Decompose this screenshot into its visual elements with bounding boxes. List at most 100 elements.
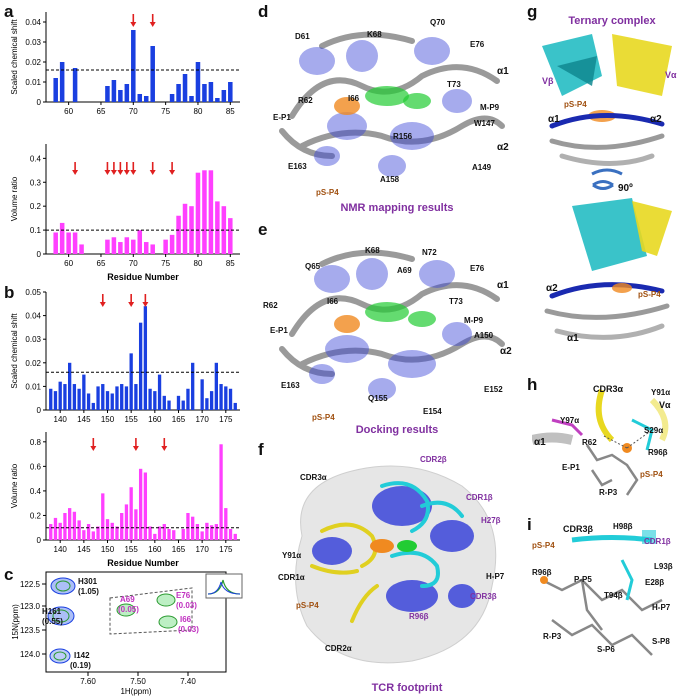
bar xyxy=(215,98,220,102)
g-label: α1 xyxy=(548,114,560,125)
panel-letter-a: a xyxy=(4,2,14,21)
d-label: I66 xyxy=(348,94,360,103)
panel-letter-h: h xyxy=(527,375,538,394)
bar xyxy=(215,201,220,254)
bar xyxy=(105,391,110,410)
peak-value-h161: (0.55) xyxy=(42,617,63,626)
c-xtick: 7.40 xyxy=(180,677,196,686)
x-tick-label: 65 xyxy=(97,259,106,268)
bar xyxy=(182,74,188,102)
bar xyxy=(131,239,136,254)
e-label: E154 xyxy=(423,407,442,416)
cdr3-beta-contacts xyxy=(540,530,663,656)
bar xyxy=(101,493,105,540)
e-label: α1 xyxy=(497,280,509,291)
bar xyxy=(176,84,181,102)
arrow-head xyxy=(149,170,156,175)
panel-letter-f: f xyxy=(258,440,264,459)
x-tick-label: 155 xyxy=(124,545,138,554)
x-tick-label: 145 xyxy=(77,545,91,554)
bar xyxy=(124,386,129,410)
y-tick-label: 0.05 xyxy=(25,288,41,297)
d-label: α2 xyxy=(497,142,509,153)
chart-b-bottom: 0 0.2 0.4 0.6 0.8 140 145 150 155 160 165 170 175 Vol… xyxy=(10,432,240,568)
bar xyxy=(176,395,181,410)
g-label: α2 xyxy=(546,283,558,294)
x-tick-label: 160 xyxy=(148,415,162,424)
h-label: R96β xyxy=(648,448,668,457)
e-label: Q155 xyxy=(368,394,388,403)
x-tick-label: 140 xyxy=(54,415,68,424)
panel-letter-b: b xyxy=(4,283,15,302)
x-tick-label: 85 xyxy=(226,259,235,268)
c-ytick: 124.0 xyxy=(20,650,41,659)
arrow-head xyxy=(104,170,111,175)
bar xyxy=(181,400,185,410)
bar xyxy=(77,520,81,540)
y-axis-label: Scaled chemical shift xyxy=(10,313,19,389)
d-label: A158 xyxy=(380,175,400,184)
bar xyxy=(53,517,58,540)
x-tick-label: 60 xyxy=(64,107,73,116)
bar xyxy=(143,242,149,254)
bar xyxy=(96,526,100,540)
f-label: CDR3α xyxy=(300,473,327,482)
d-label: K68 xyxy=(367,30,382,39)
bar xyxy=(111,80,117,102)
bar xyxy=(72,232,78,254)
docking-structure: Docking results xyxy=(279,249,505,436)
bar xyxy=(162,395,166,410)
bar xyxy=(138,322,143,410)
chart-b-top: 0 0.01 0.02 0.03 0.04 0.05 140 145 150 155 160 165 1… xyxy=(10,288,240,424)
i-label: S-P6 xyxy=(597,645,615,654)
g-label: 90º xyxy=(618,183,633,194)
bar xyxy=(49,524,53,540)
h-label: Y91α xyxy=(651,388,671,397)
bar xyxy=(228,528,233,540)
bar xyxy=(186,388,190,410)
bar xyxy=(72,68,78,102)
d-label: A149 xyxy=(472,163,492,172)
bar xyxy=(214,524,218,540)
bar xyxy=(138,468,143,540)
bar xyxy=(143,96,149,102)
x-tick-label: 155 xyxy=(124,415,138,424)
y-axis-label: Volume ratio xyxy=(10,176,19,221)
bar xyxy=(72,384,77,410)
bar xyxy=(157,374,162,410)
d-label: R62 xyxy=(298,96,313,105)
bar xyxy=(150,46,155,102)
f-label: CDR3β xyxy=(470,592,497,601)
bar xyxy=(118,242,123,254)
bar xyxy=(86,393,91,410)
y-tick-label: 0.2 xyxy=(30,511,42,520)
bar xyxy=(82,374,86,410)
panel-letter-i: i xyxy=(527,515,532,534)
f-label: CDR2α xyxy=(325,644,352,653)
bar xyxy=(53,391,58,410)
bar xyxy=(182,203,188,254)
bar xyxy=(224,386,228,410)
bar xyxy=(91,531,95,540)
d-label: E163 xyxy=(288,162,307,171)
e-label: E-P1 xyxy=(270,326,288,335)
g-label: Vα xyxy=(665,70,677,80)
bar xyxy=(219,384,223,410)
i-label: P-P5 xyxy=(574,575,592,584)
bar xyxy=(105,519,110,540)
y-axis-label: Scaled chemical shift xyxy=(10,19,19,95)
bar xyxy=(115,526,119,540)
peak-label-i142: I142 xyxy=(74,651,90,660)
peak-label-e76: E76 xyxy=(176,591,191,600)
arrow-head xyxy=(132,446,139,451)
bar xyxy=(120,513,124,540)
peak-label-h161: H161 xyxy=(42,607,62,616)
bar xyxy=(118,90,123,102)
x-tick-label: 80 xyxy=(194,259,203,268)
peak-value-a69: (0.05) xyxy=(118,605,139,614)
bar xyxy=(110,522,114,540)
g-label: Vβ xyxy=(542,76,554,86)
bar xyxy=(172,530,176,540)
panel-letter-e: e xyxy=(258,220,268,239)
rotate-arrow-icon xyxy=(592,180,614,190)
